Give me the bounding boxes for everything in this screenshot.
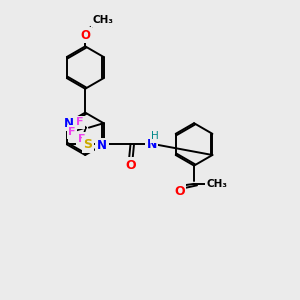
Text: CH₃: CH₃: [206, 179, 227, 189]
Text: O: O: [126, 158, 136, 172]
Text: S: S: [84, 138, 93, 151]
Text: F: F: [76, 117, 84, 127]
Text: F: F: [78, 134, 85, 144]
Text: N: N: [64, 117, 74, 130]
Text: N: N: [97, 140, 107, 152]
Text: O: O: [80, 29, 90, 42]
Text: O: O: [174, 185, 185, 198]
Text: N: N: [146, 138, 157, 151]
Text: CH₃: CH₃: [92, 15, 113, 25]
Text: H: H: [151, 131, 159, 142]
Text: F: F: [68, 127, 76, 137]
